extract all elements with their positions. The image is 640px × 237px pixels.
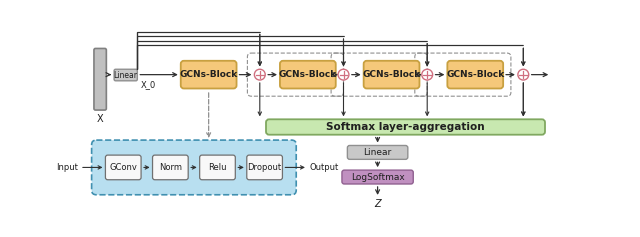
FancyBboxPatch shape bbox=[364, 61, 419, 88]
FancyBboxPatch shape bbox=[94, 48, 106, 110]
Text: Z: Z bbox=[374, 199, 381, 209]
FancyBboxPatch shape bbox=[247, 155, 282, 180]
Circle shape bbox=[422, 69, 433, 80]
Circle shape bbox=[254, 69, 265, 80]
Text: GCNs-Block: GCNs-Block bbox=[180, 70, 238, 79]
Text: GCNs-Block: GCNs-Block bbox=[362, 70, 420, 79]
Text: Output: Output bbox=[309, 163, 339, 172]
Text: X_0: X_0 bbox=[140, 80, 156, 89]
Text: Linear: Linear bbox=[114, 71, 138, 80]
Text: Input: Input bbox=[56, 163, 79, 172]
Text: X: X bbox=[97, 114, 104, 124]
FancyBboxPatch shape bbox=[266, 119, 545, 135]
Circle shape bbox=[518, 69, 529, 80]
FancyBboxPatch shape bbox=[342, 170, 413, 184]
FancyBboxPatch shape bbox=[447, 61, 503, 88]
Text: GConv: GConv bbox=[109, 163, 137, 172]
Circle shape bbox=[338, 69, 349, 80]
FancyBboxPatch shape bbox=[92, 140, 296, 195]
Text: Relu: Relu bbox=[208, 163, 227, 172]
FancyBboxPatch shape bbox=[106, 155, 141, 180]
FancyBboxPatch shape bbox=[114, 69, 138, 81]
FancyBboxPatch shape bbox=[152, 155, 188, 180]
Text: LogSoftmax: LogSoftmax bbox=[351, 173, 404, 182]
FancyBboxPatch shape bbox=[280, 61, 336, 88]
Text: Norm: Norm bbox=[159, 163, 182, 172]
Text: GCNs-Block: GCNs-Block bbox=[279, 70, 337, 79]
Text: Softmax layer-aggregation: Softmax layer-aggregation bbox=[326, 122, 485, 132]
FancyBboxPatch shape bbox=[348, 146, 408, 159]
Text: Dropout: Dropout bbox=[248, 163, 282, 172]
FancyBboxPatch shape bbox=[180, 61, 237, 88]
Text: GCNs-Block: GCNs-Block bbox=[446, 70, 504, 79]
FancyBboxPatch shape bbox=[200, 155, 236, 180]
Text: Linear: Linear bbox=[364, 148, 392, 157]
